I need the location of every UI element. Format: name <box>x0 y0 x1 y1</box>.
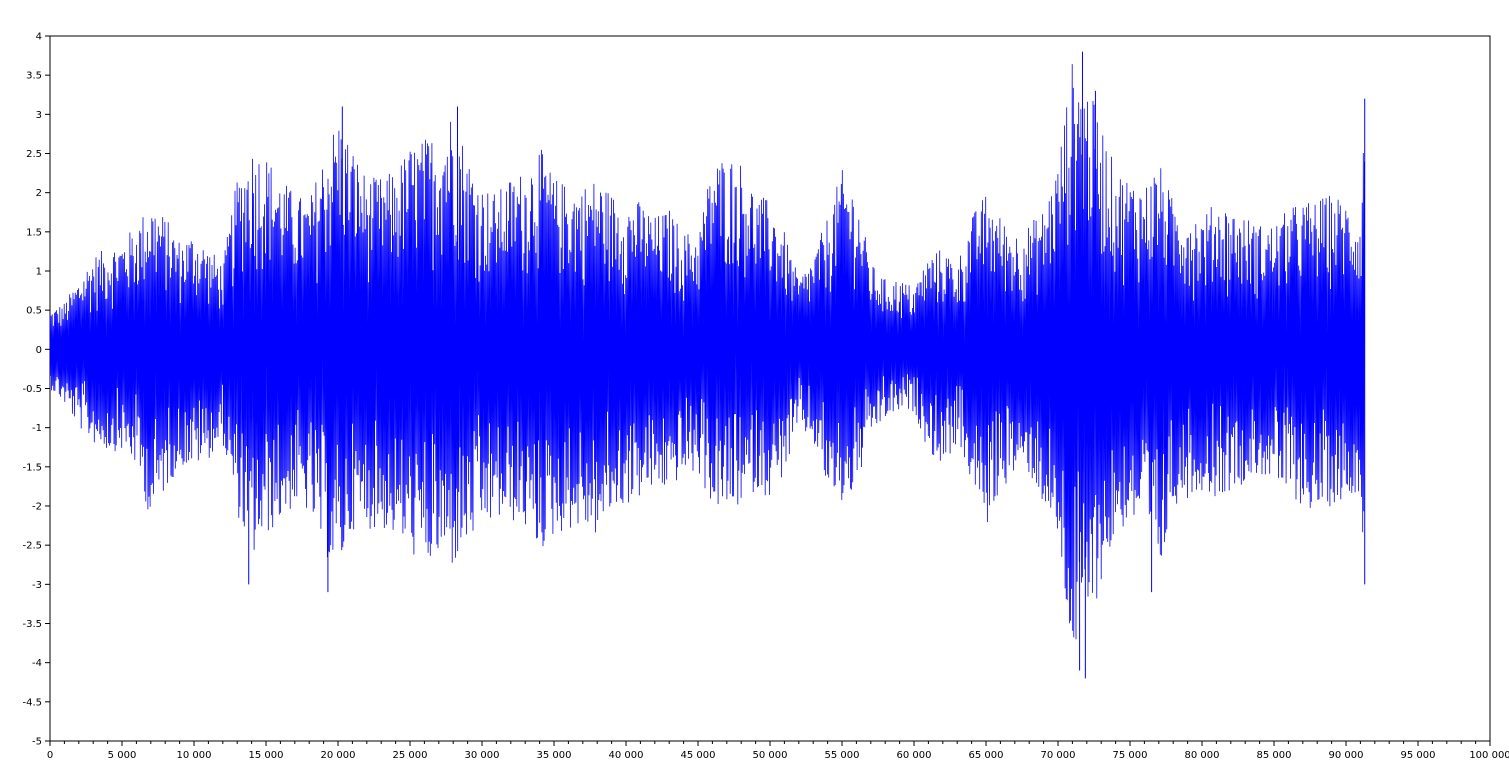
x-tick-label: 30 000 <box>465 750 500 761</box>
series-layer <box>49 51 1366 679</box>
y-tick-label: -3.5 <box>22 619 42 630</box>
x-tick-label: 55 000 <box>825 750 860 761</box>
x-tick-label: 60 000 <box>897 750 932 761</box>
x-tick-label: 100 000 <box>1469 750 1509 761</box>
y-tick-label: -1.5 <box>22 462 42 473</box>
x-tick-label: 80 000 <box>1185 750 1220 761</box>
x-tick-label: 10 000 <box>177 750 212 761</box>
x-tick-label: 65 000 <box>969 750 1004 761</box>
y-tick-label: 3 <box>36 110 42 121</box>
x-tick-label: 25 000 <box>393 750 428 761</box>
x-tick-label: 90 000 <box>1329 750 1364 761</box>
y-tick-label: 1 <box>36 267 42 278</box>
y-tick-label: 2 <box>36 188 42 199</box>
y-tick-label: 4 <box>36 32 42 43</box>
y-tick-label: -2.5 <box>22 541 42 552</box>
x-tick-label: 0 <box>47 750 53 761</box>
x-tick-label: 40 000 <box>609 750 644 761</box>
y-tick-label: 0 <box>36 345 42 356</box>
axes-layer: 0 5 000 10 000 15 000 20 000 25 000 30 000 35 0… <box>22 32 1509 762</box>
y-tick-label: 3.5 <box>26 71 42 82</box>
y-tick-label: -1 <box>32 423 42 434</box>
x-tick-label: 5 000 <box>108 750 137 761</box>
x-tick-label: 70 000 <box>1041 750 1076 761</box>
x-tick-label: 35 000 <box>537 750 572 761</box>
y-tick-label: -5 <box>32 737 42 748</box>
x-tick-label: 75 000 <box>1113 750 1148 761</box>
y-tick-label: -3 <box>32 580 42 591</box>
y-tick-label: 1.5 <box>26 227 42 238</box>
x-tick-label: 85 000 <box>1257 750 1292 761</box>
waveform-series-0 <box>49 64 1365 640</box>
y-tick-label: 0.5 <box>26 306 42 317</box>
x-tick-label: 15 000 <box>249 750 284 761</box>
x-tick-label: 95 000 <box>1401 750 1436 761</box>
y-tick-label: -2 <box>32 502 42 513</box>
x-tick-label: 45 000 <box>681 750 716 761</box>
y-tick-label: 2.5 <box>26 149 42 160</box>
x-tick-label: 20 000 <box>321 750 356 761</box>
y-tick-label: -0.5 <box>22 384 42 395</box>
y-tick-label: -4 <box>32 658 42 669</box>
y-tick-label: -4.5 <box>22 697 42 708</box>
x-tick-label: 50 000 <box>753 750 788 761</box>
